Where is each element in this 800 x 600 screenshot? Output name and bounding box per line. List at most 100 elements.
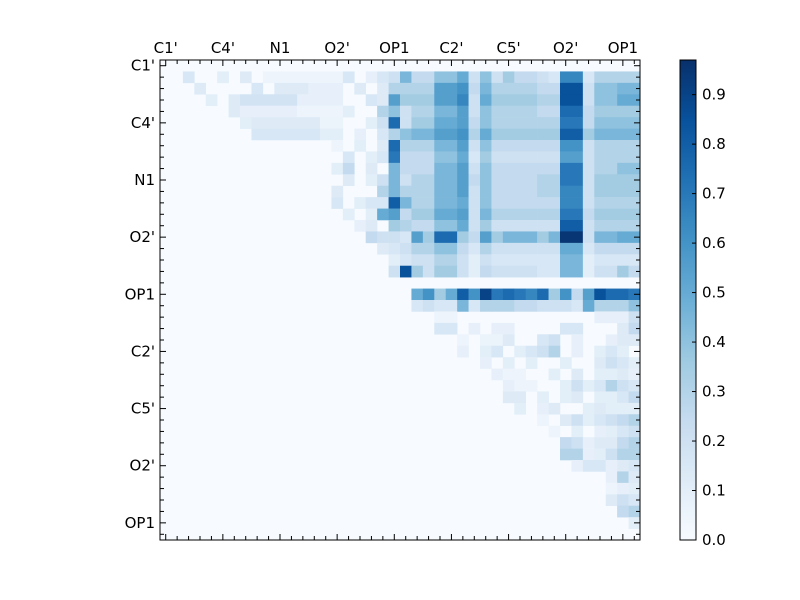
heatmap-cell bbox=[582, 300, 595, 312]
heatmap-cell bbox=[194, 82, 207, 95]
heatmap-cell bbox=[628, 471, 641, 484]
heatmap-cell bbox=[377, 128, 389, 141]
heatmap-cell bbox=[342, 162, 355, 175]
heatmap-cell bbox=[400, 162, 412, 175]
heatmap-cell bbox=[582, 231, 595, 244]
heatmap-cell bbox=[502, 71, 515, 84]
heatmap-cell bbox=[400, 254, 412, 267]
heatmap-cell bbox=[594, 117, 641, 129]
heatmap-cell bbox=[560, 380, 572, 392]
heatmap-cell bbox=[537, 94, 561, 107]
heatmap-cell bbox=[571, 345, 584, 358]
heatmap-cell bbox=[537, 197, 561, 209]
heatmap-cell bbox=[457, 197, 469, 209]
heatmap-cell bbox=[502, 391, 527, 404]
heatmap-cell bbox=[434, 242, 458, 255]
heatmap-cell bbox=[434, 322, 458, 335]
heatmap-cell bbox=[480, 254, 492, 267]
heatmap-cell bbox=[251, 117, 275, 129]
heatmap-cell bbox=[274, 117, 321, 129]
heatmap-cell bbox=[434, 220, 458, 232]
heatmap-cell bbox=[400, 197, 412, 209]
heatmap-cell bbox=[582, 71, 595, 84]
heatmap-cell bbox=[491, 288, 504, 301]
heatmap-cell bbox=[331, 140, 344, 152]
heatmap-cell bbox=[434, 265, 458, 278]
heatmap-cell bbox=[468, 128, 481, 141]
heatmap-cell bbox=[400, 151, 412, 164]
heatmap-cell bbox=[331, 185, 344, 198]
heatmap-cell bbox=[605, 345, 618, 358]
heatmap-cell bbox=[560, 322, 584, 335]
heatmap-cell bbox=[422, 288, 435, 301]
heatmap-cell bbox=[617, 334, 641, 347]
heatmap-cell bbox=[560, 151, 584, 164]
heatmap-cell bbox=[571, 368, 584, 381]
heatmap-cell bbox=[628, 380, 641, 392]
heatmap-cell bbox=[480, 197, 492, 209]
heatmap-cell bbox=[491, 322, 515, 335]
heatmap-cell bbox=[537, 71, 549, 84]
heatmap-cell bbox=[228, 94, 241, 107]
heatmap-cell bbox=[582, 117, 595, 129]
colorbar-tick-label: 0.5 bbox=[702, 284, 726, 302]
heatmap-cell bbox=[468, 151, 481, 164]
heatmap-cell bbox=[434, 140, 458, 152]
colorbar-tick-label: 0.8 bbox=[702, 135, 726, 153]
heatmap-cell bbox=[617, 494, 629, 507]
heatmap-cell bbox=[617, 414, 629, 427]
heatmap-cell bbox=[342, 208, 355, 221]
heatmap-cell bbox=[388, 117, 401, 129]
heatmap-cell bbox=[537, 220, 561, 232]
heatmap-cell bbox=[365, 162, 378, 175]
heatmap-cell bbox=[400, 174, 412, 187]
colorbar-tick-label: 0.0 bbox=[702, 531, 726, 549]
heatmap-cell bbox=[582, 437, 595, 449]
x-tick-label: N1 bbox=[270, 39, 291, 57]
heatmap-cell bbox=[605, 334, 618, 347]
heatmap-cell bbox=[582, 94, 595, 107]
heatmap-cell bbox=[605, 414, 618, 427]
heatmap-cell bbox=[354, 82, 367, 95]
heatmap-cell bbox=[411, 254, 435, 267]
heatmap-cell bbox=[468, 208, 481, 221]
colorbar-tick-label: 0.4 bbox=[702, 333, 726, 351]
heatmap-cell bbox=[377, 105, 389, 118]
heatmap-cell bbox=[457, 151, 469, 164]
heatmap-cell bbox=[560, 448, 584, 461]
heatmap-cell bbox=[582, 402, 595, 415]
heatmap-cell bbox=[537, 402, 549, 415]
heatmap-cell bbox=[400, 220, 412, 232]
heatmap-cell bbox=[457, 242, 469, 255]
heatmap-cell bbox=[434, 151, 458, 164]
x-tick-label: C4' bbox=[211, 39, 235, 57]
heatmap-cell bbox=[388, 265, 401, 278]
heatmap-cell bbox=[491, 105, 538, 118]
colorbar-tick-label: 0.1 bbox=[702, 482, 726, 500]
heatmap-cell bbox=[365, 220, 378, 232]
colorbar-tick-label: 0.2 bbox=[702, 432, 726, 450]
heatmap-cell bbox=[411, 94, 435, 107]
heatmap-cell bbox=[468, 140, 481, 152]
heatmap-cell bbox=[560, 117, 584, 129]
heatmap-cell bbox=[491, 82, 538, 95]
heatmap-cell bbox=[457, 300, 469, 312]
heatmap-cell bbox=[411, 300, 424, 312]
heatmap-cell bbox=[468, 242, 481, 255]
heatmap-cell bbox=[514, 380, 538, 392]
heatmap-cell bbox=[594, 208, 641, 221]
heatmap-cell bbox=[411, 151, 435, 164]
heatmap-cell bbox=[617, 482, 629, 495]
heatmap-cell bbox=[388, 254, 401, 267]
heatmap-cell bbox=[434, 300, 458, 312]
heatmap-cell bbox=[468, 231, 481, 244]
heatmap-cell bbox=[388, 82, 412, 95]
heatmap-cell bbox=[434, 162, 458, 175]
heatmap-cell bbox=[537, 231, 549, 244]
heatmap-cell bbox=[560, 71, 584, 84]
heatmap-cell bbox=[537, 288, 549, 301]
heatmap-cell bbox=[457, 105, 469, 118]
heatmap-cell bbox=[457, 254, 469, 267]
heatmap-cell bbox=[411, 82, 435, 95]
heatmap-cell bbox=[342, 71, 355, 84]
